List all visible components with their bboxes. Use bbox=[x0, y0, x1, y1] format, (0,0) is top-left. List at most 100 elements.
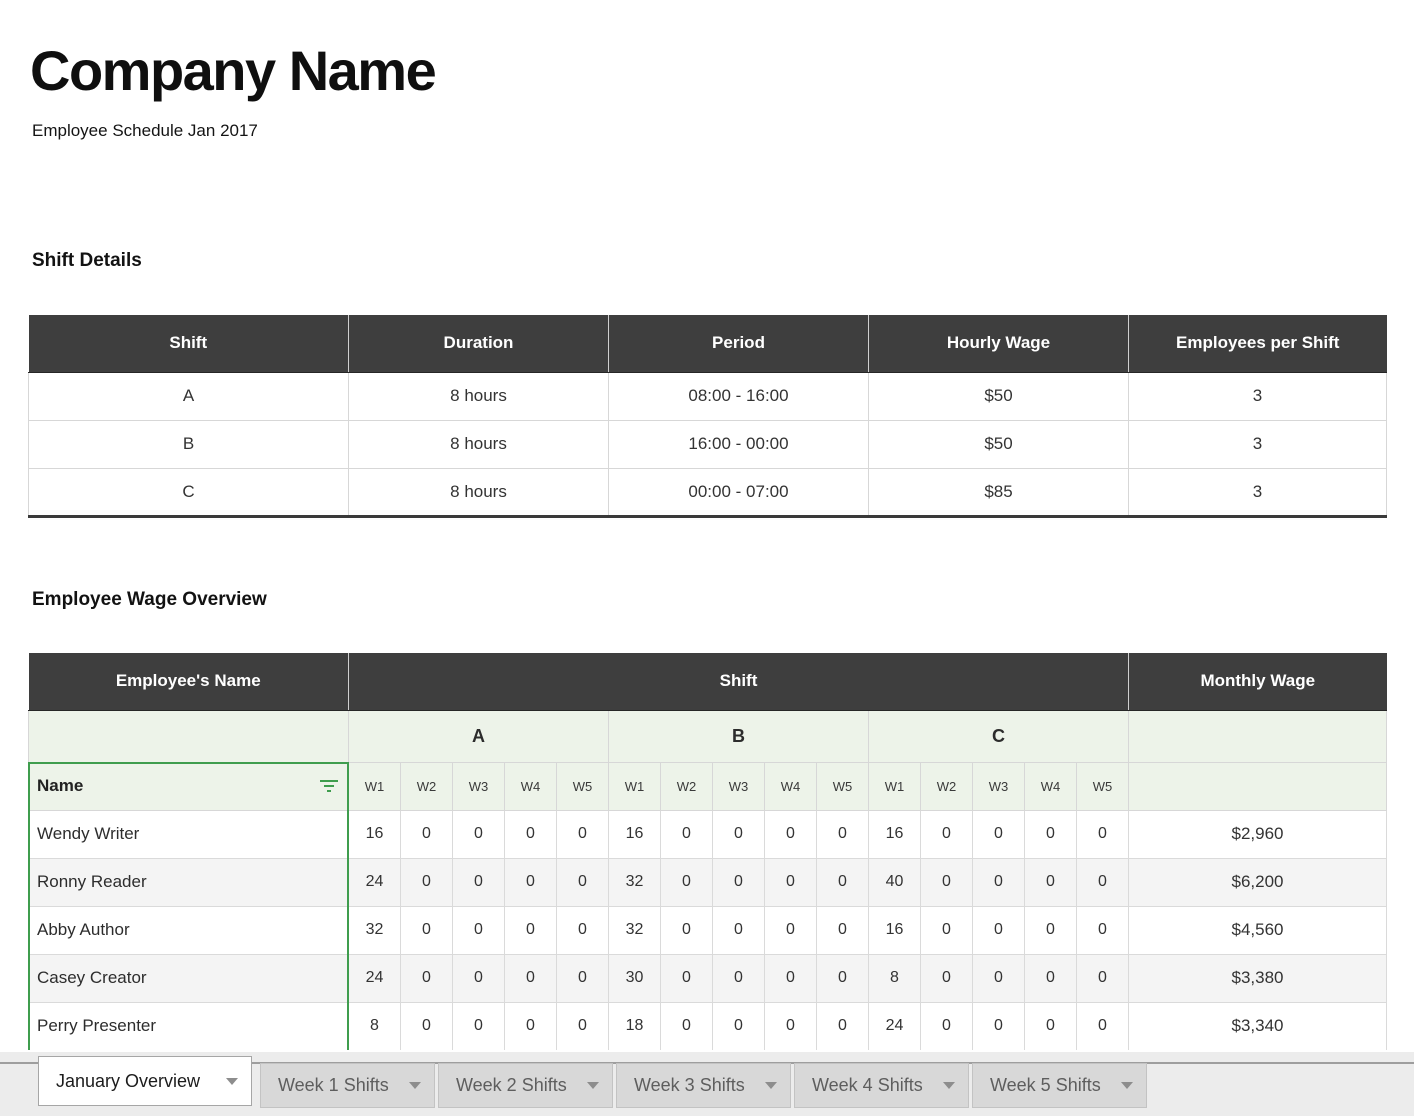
employee-name-cell[interactable]: Wendy Writer bbox=[28, 809, 349, 859]
tab-week-1-shifts[interactable]: Week 1 Shifts bbox=[260, 1063, 435, 1108]
filter-icon[interactable] bbox=[319, 780, 338, 792]
hours-cell[interactable]: 0 bbox=[712, 953, 765, 1003]
employee-name-cell[interactable]: Casey Creator bbox=[28, 953, 349, 1003]
employee-name-cell[interactable]: Abby Author bbox=[28, 905, 349, 955]
monthly-wage-cell[interactable]: $4,560 bbox=[1128, 905, 1387, 955]
hours-cell[interactable]: 0 bbox=[556, 857, 609, 907]
hours-cell[interactable]: 0 bbox=[920, 1001, 973, 1050]
hours-cell[interactable]: 0 bbox=[452, 809, 505, 859]
monthly-wage-cell[interactable]: $3,380 bbox=[1128, 953, 1387, 1003]
hours-cell[interactable]: 0 bbox=[400, 905, 453, 955]
hours-cell[interactable]: 16 bbox=[348, 809, 401, 859]
employee-name-cell[interactable]: Ronny Reader bbox=[28, 857, 349, 907]
hours-cell[interactable]: 32 bbox=[608, 905, 661, 955]
hours-cell[interactable]: 0 bbox=[920, 809, 973, 859]
hours-cell[interactable]: 0 bbox=[1024, 905, 1077, 955]
hours-cell[interactable]: 16 bbox=[868, 905, 921, 955]
table-cell[interactable]: 00:00 - 07:00 bbox=[608, 467, 869, 517]
hours-cell[interactable]: 0 bbox=[972, 857, 1025, 907]
hours-cell[interactable]: 0 bbox=[556, 905, 609, 955]
hours-cell[interactable]: 0 bbox=[972, 905, 1025, 955]
hours-cell[interactable]: 0 bbox=[660, 1001, 713, 1050]
table-cell[interactable]: C bbox=[28, 467, 349, 517]
hours-cell[interactable]: 0 bbox=[816, 953, 869, 1003]
hours-cell[interactable]: 0 bbox=[400, 1001, 453, 1050]
hours-cell[interactable]: 32 bbox=[608, 857, 661, 907]
hours-cell[interactable]: 0 bbox=[712, 1001, 765, 1050]
hours-cell[interactable]: 0 bbox=[660, 953, 713, 1003]
hours-cell[interactable]: 0 bbox=[660, 905, 713, 955]
chevron-down-icon[interactable] bbox=[1121, 1082, 1133, 1089]
hours-cell[interactable]: 18 bbox=[608, 1001, 661, 1050]
hours-cell[interactable]: 0 bbox=[400, 857, 453, 907]
chevron-down-icon[interactable] bbox=[765, 1082, 777, 1089]
hours-cell[interactable]: 32 bbox=[348, 905, 401, 955]
hours-cell[interactable]: 0 bbox=[452, 1001, 505, 1050]
hours-cell[interactable]: 0 bbox=[1024, 1001, 1077, 1050]
hours-cell[interactable]: 24 bbox=[348, 857, 401, 907]
hours-cell[interactable]: 0 bbox=[816, 809, 869, 859]
hours-cell[interactable]: 0 bbox=[920, 953, 973, 1003]
hours-cell[interactable]: 0 bbox=[1024, 809, 1077, 859]
hours-cell[interactable]: 0 bbox=[504, 809, 557, 859]
hours-cell[interactable]: 0 bbox=[764, 857, 817, 907]
monthly-wage-cell[interactable]: $3,340 bbox=[1128, 1001, 1387, 1050]
table-cell[interactable]: 3 bbox=[1128, 371, 1387, 421]
hours-cell[interactable]: 30 bbox=[608, 953, 661, 1003]
hours-cell[interactable]: 16 bbox=[868, 809, 921, 859]
hours-cell[interactable]: 0 bbox=[1076, 1001, 1129, 1050]
hours-cell[interactable]: 0 bbox=[1024, 857, 1077, 907]
monthly-wage-cell[interactable]: $2,960 bbox=[1128, 809, 1387, 859]
hours-cell[interactable]: 24 bbox=[868, 1001, 921, 1050]
chevron-down-icon[interactable] bbox=[226, 1077, 238, 1085]
hours-cell[interactable]: 0 bbox=[920, 905, 973, 955]
table-cell[interactable]: $50 bbox=[868, 419, 1129, 469]
hours-cell[interactable]: 0 bbox=[764, 953, 817, 1003]
table-cell[interactable]: 3 bbox=[1128, 467, 1387, 517]
hours-cell[interactable]: 0 bbox=[660, 857, 713, 907]
table-cell[interactable]: $50 bbox=[868, 371, 1129, 421]
hours-cell[interactable]: 0 bbox=[764, 905, 817, 955]
monthly-wage-cell[interactable]: $6,200 bbox=[1128, 857, 1387, 907]
hours-cell[interactable]: 0 bbox=[1076, 953, 1129, 1003]
tab-week-3-shifts[interactable]: Week 3 Shifts bbox=[616, 1063, 791, 1108]
hours-cell[interactable]: 0 bbox=[712, 905, 765, 955]
chevron-down-icon[interactable] bbox=[587, 1082, 599, 1089]
hours-cell[interactable]: 40 bbox=[868, 857, 921, 907]
hours-cell[interactable]: 0 bbox=[816, 857, 869, 907]
hours-cell[interactable]: 0 bbox=[660, 809, 713, 859]
hours-cell[interactable]: 0 bbox=[712, 857, 765, 907]
table-cell[interactable]: $85 bbox=[868, 467, 1129, 517]
hours-cell[interactable]: 0 bbox=[400, 953, 453, 1003]
chevron-down-icon[interactable] bbox=[943, 1082, 955, 1089]
hours-cell[interactable]: 0 bbox=[920, 857, 973, 907]
hours-cell[interactable]: 0 bbox=[452, 857, 505, 907]
hours-cell[interactable]: 0 bbox=[556, 809, 609, 859]
tab-week-4-shifts[interactable]: Week 4 Shifts bbox=[794, 1063, 969, 1108]
hours-cell[interactable]: 0 bbox=[1024, 953, 1077, 1003]
table-cell[interactable]: 16:00 - 00:00 bbox=[608, 419, 869, 469]
table-cell[interactable]: 3 bbox=[1128, 419, 1387, 469]
employee-name-cell[interactable]: Perry Presenter bbox=[28, 1001, 349, 1050]
table-cell[interactable]: B bbox=[28, 419, 349, 469]
hours-cell[interactable]: 0 bbox=[504, 1001, 557, 1050]
hours-cell[interactable]: 0 bbox=[972, 809, 1025, 859]
hours-cell[interactable]: 16 bbox=[608, 809, 661, 859]
name-filter-header[interactable]: Name bbox=[28, 761, 349, 811]
hours-cell[interactable]: 0 bbox=[504, 953, 557, 1003]
hours-cell[interactable]: 0 bbox=[400, 809, 453, 859]
hours-cell[interactable]: 24 bbox=[348, 953, 401, 1003]
hours-cell[interactable]: 0 bbox=[1076, 857, 1129, 907]
hours-cell[interactable]: 0 bbox=[972, 953, 1025, 1003]
hours-cell[interactable]: 0 bbox=[452, 953, 505, 1003]
hours-cell[interactable]: 0 bbox=[504, 905, 557, 955]
hours-cell[interactable]: 0 bbox=[972, 1001, 1025, 1050]
hours-cell[interactable]: 0 bbox=[556, 1001, 609, 1050]
table-cell[interactable]: A bbox=[28, 371, 349, 421]
hours-cell[interactable]: 0 bbox=[1076, 905, 1129, 955]
tab-january-overview[interactable]: January Overview bbox=[38, 1056, 252, 1106]
hours-cell[interactable]: 0 bbox=[816, 1001, 869, 1050]
table-cell[interactable]: 8 hours bbox=[348, 419, 609, 469]
hours-cell[interactable]: 0 bbox=[712, 809, 765, 859]
hours-cell[interactable]: 8 bbox=[868, 953, 921, 1003]
